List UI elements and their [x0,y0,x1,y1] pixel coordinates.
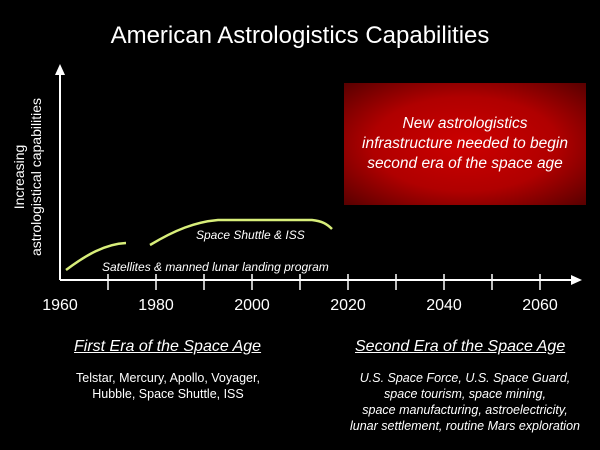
x-tick-labels: 1960 1980 2000 2020 2040 2060 [42,297,558,314]
second-era-line: space tourism, space mining, [384,387,546,401]
y-axis-arrow [55,64,65,75]
shuttle-era-curve [149,218,333,247]
first-era-heading: First Era of the Space Age [74,338,262,355]
x-tick-label: 2060 [522,297,558,314]
satellites-segment-label: Satellites & manned lunar landing progra… [102,260,329,274]
second-era-description: U.S. Space Force, U.S. Space Guard, spac… [334,370,596,434]
shuttle-segment-label: Space Shuttle & ISS [196,228,305,242]
y-axis-label-line: astrologistical capabilities [28,98,44,256]
infrastructure-callout: New astrologistics infrastructure needed… [344,83,586,205]
second-era-line: space manufacturing, astroelectricity, [362,403,568,417]
second-era-line: U.S. Space Force, U.S. Space Guard, [359,371,571,385]
second-era-line: lunar settlement, routine Mars explorati… [350,419,580,433]
first-era-description: Telstar, Mercury, Apollo, Voyager, Hubbl… [40,370,296,402]
x-tick-label: 2020 [330,297,366,314]
first-era-line: Telstar, Mercury, Apollo, Voyager, [76,371,260,385]
x-tick-marks [107,274,541,290]
y-axis-label-line: Increasing [11,144,27,210]
first-era-line: Hubble, Space Shuttle, ISS [92,387,244,401]
x-tick-label: 2040 [426,297,462,314]
callout-line: New astrologistics [402,115,528,132]
callout-line: second era of the space age [367,155,563,172]
x-tick-label: 2000 [234,297,270,314]
x-tick-label: 1960 [42,297,78,314]
satellites-era-curve [65,241,127,272]
callout-line: infrastructure needed to begin [362,135,568,152]
second-era-heading: Second Era of the Space Age [355,338,566,355]
page-title: American Astrologistics Capabilities [110,22,490,49]
x-tick-label: 1980 [138,297,174,314]
x-axis-arrow [571,275,582,285]
y-axis-label: Increasing astrologistical capabilities [11,77,45,277]
